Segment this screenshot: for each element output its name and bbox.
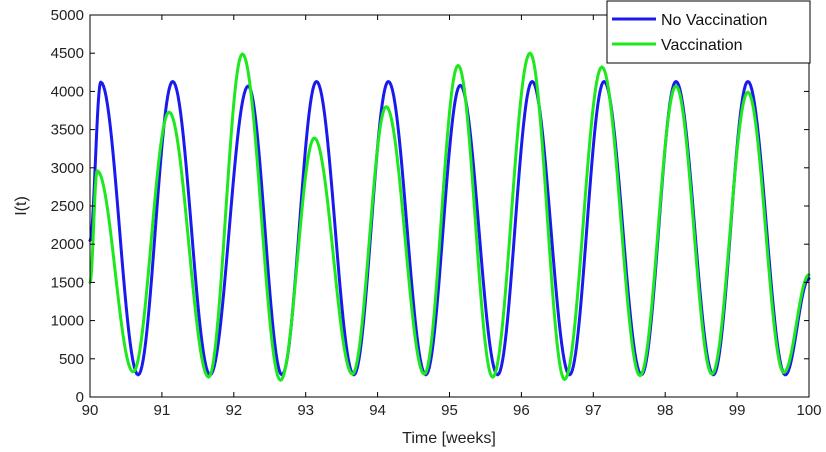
x-tick-label: 94 [369,402,386,419]
y-tick-label: 4500 [51,45,84,62]
y-tick-label: 500 [59,351,84,368]
y-tick-label: 2500 [51,198,84,215]
x-tick-label: 93 [297,402,314,419]
y-tick-label: 5000 [51,7,84,24]
y-tick-label: 0 [76,389,84,406]
y-tick-label: 1500 [51,274,84,291]
y-tick-label: 1000 [51,313,84,330]
x-tick-label: 96 [513,402,530,419]
legend-label-no-vaccination: No Vaccination [661,12,767,29]
y-tick-labels: 0 500 1000 1500 2000 2500 3000 3500 4000 4500 5000 [51,7,84,406]
x-tick-label: 95 [441,402,458,419]
x-tick-label: 91 [154,402,171,419]
series-layer [88,51,811,382]
y-tick-label: 4000 [51,83,84,100]
y-tick-label: 3500 [51,122,84,139]
x-tick-label: 99 [729,402,746,419]
legend-label-vaccination: Vaccination [661,37,743,54]
series-line-vaccination [88,51,811,382]
legend-box [606,0,811,64]
x-tick-label: 98 [657,402,674,419]
x-axis-title: Time [weeks] [402,430,496,447]
y-tick-label: 3000 [51,160,84,177]
x-tick-label: 92 [225,402,242,419]
x-tick-labels: 90 91 92 93 94 95 96 97 98 99 100 [82,402,822,419]
y-tick-label: 2000 [51,236,84,253]
x-tick-label: 97 [585,402,602,419]
x-tick-label: 90 [82,402,99,419]
x-tick-label: 100 [796,402,821,419]
y-axis-title: I(t) [13,196,30,216]
legend: No Vaccination Vaccination [606,0,811,64]
